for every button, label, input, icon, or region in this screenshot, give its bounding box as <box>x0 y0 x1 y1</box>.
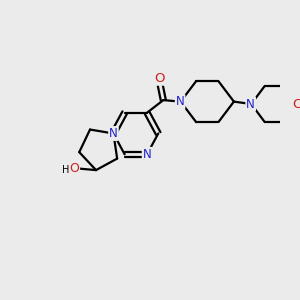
Text: O: O <box>69 162 79 175</box>
Text: N: N <box>176 95 184 108</box>
Text: N: N <box>143 148 152 161</box>
Text: O: O <box>155 72 165 85</box>
Text: H: H <box>61 164 69 175</box>
Text: N: N <box>246 98 255 110</box>
Text: O: O <box>292 98 300 110</box>
Text: N: N <box>109 127 118 140</box>
